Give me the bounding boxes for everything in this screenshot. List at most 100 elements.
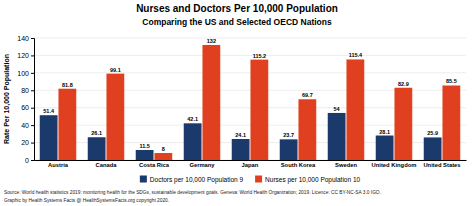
x-tick-label: United Kingdom	[372, 162, 417, 168]
bar	[88, 137, 106, 160]
legend-item: Nurses per 10,000 Population 10	[255, 176, 360, 184]
y-tick: 80	[21, 87, 34, 94]
bar	[424, 137, 442, 160]
y-tick-label: 140	[17, 35, 29, 42]
x-tick-label: Japan	[242, 162, 259, 168]
grid-line	[34, 55, 466, 56]
annotations: Source: World health statistics 2019: mo…	[4, 190, 381, 203]
x-tick-label: Austria	[48, 162, 69, 168]
x-tick-label: Germany	[189, 162, 215, 168]
data-label: 23.7	[283, 132, 294, 138]
data-label: 115.2	[253, 53, 266, 59]
data-label: 24.1	[235, 132, 246, 138]
x-tick-label: Sweden	[335, 162, 357, 168]
data-label: 85.5	[446, 78, 457, 84]
y-tick: 20	[21, 139, 34, 146]
bar	[376, 136, 394, 160]
y-tick: 40	[21, 122, 34, 129]
bars	[40, 45, 461, 160]
data-labels: 51.4 26.1 11.5 42.1 24.1 23.7 54 28.1 25.9 81.8 99…	[43, 38, 456, 152]
y-tick-mark	[31, 143, 34, 144]
data-label: 42.1	[187, 116, 198, 122]
y-tick: 140	[17, 35, 34, 42]
data-label: 11.5	[139, 143, 149, 149]
bar	[184, 123, 202, 160]
bar	[106, 74, 124, 160]
legend-label: Nurses per 10,000 Population 10	[265, 176, 360, 184]
data-label: 51.4	[43, 108, 55, 114]
x-tick: Sweden	[335, 162, 357, 168]
subtitle: Comparing the US and Selected OECD Natio…	[142, 17, 332, 27]
x-tick-label: Costa Rica	[139, 162, 170, 168]
legend-swatch	[255, 176, 262, 183]
y-tick-mark	[31, 55, 34, 56]
x-tick: Austria	[48, 162, 69, 168]
y-tick-mark	[31, 90, 34, 91]
bar	[136, 150, 154, 160]
data-label: 99.1	[110, 67, 121, 73]
bar-series	[58, 45, 460, 160]
x-tick: Canada	[96, 162, 118, 168]
title: Nurses and Doctors Per 10,000 Population	[136, 3, 338, 14]
data-label: 26.1	[91, 130, 102, 136]
grid-line	[34, 72, 466, 73]
x-tick: United States	[423, 162, 460, 168]
y-tick-label: 0	[25, 157, 29, 164]
legend-label: Doctors per 10,000 Population 9	[150, 176, 244, 184]
bar	[442, 85, 460, 160]
x-tick: Germany	[189, 162, 215, 168]
data-label: 8	[162, 146, 165, 152]
bar-series	[40, 113, 442, 160]
x-tick: Costa Rica	[139, 162, 170, 168]
x-tick: United Kingdom	[372, 162, 417, 168]
y-tick-label: 40	[21, 122, 29, 129]
bar	[232, 139, 250, 160]
x-tick-label: United States	[423, 162, 460, 168]
legend: Doctors per 10,000 Population 9 Nurses pe…	[140, 176, 361, 184]
bar	[394, 88, 412, 160]
data-label: 28.1	[379, 129, 390, 135]
chart-container: Nurses and Doctors Per 10,000 Population…	[0, 0, 474, 206]
data-label: 54	[334, 106, 341, 112]
x-axis-line	[35, 160, 467, 161]
y-axis-title: Rate Per 10,000 Population	[3, 54, 11, 144]
y-tick-label: 100	[17, 70, 29, 77]
y-tick: 120	[17, 52, 34, 59]
y-tick: 60	[21, 104, 34, 111]
y-tick-label: 120	[17, 52, 29, 59]
y-tick-mark	[31, 160, 34, 161]
data-label: 81.8	[62, 82, 73, 88]
x-axis: Austria Canada Costa Rica Germany Japan South…	[35, 161, 467, 169]
bar	[40, 115, 58, 160]
legend-swatch	[140, 176, 147, 183]
data-label: 25.9	[427, 130, 438, 136]
grid	[34, 38, 466, 160]
data-label: 82.9	[398, 81, 409, 87]
annotation: Source: World health statistics 2019: mo…	[4, 190, 381, 195]
chart-svg: Nurses and Doctors Per 10,000 Population…	[0, 0, 474, 206]
bar	[328, 113, 346, 160]
bar	[58, 89, 76, 160]
y-tick-mark	[31, 108, 34, 109]
y-tick-label: 20	[21, 139, 29, 146]
annotation: Graphic by Health Systems Facts @ Health…	[4, 198, 169, 203]
bar	[298, 99, 316, 160]
y-axis-line	[31, 39, 35, 161]
data-label: 132	[207, 38, 216, 44]
grid-line	[34, 38, 466, 39]
bar	[202, 45, 220, 160]
x-tick: South Korea	[281, 162, 316, 168]
y-axis: 0 20 40 60 80 100 120 140	[17, 35, 34, 164]
data-label: 69.7	[302, 92, 313, 98]
y-tick-label: 80	[21, 87, 29, 94]
y-tick-mark	[31, 73, 34, 74]
bar	[250, 60, 268, 160]
x-tick-label: South Korea	[281, 162, 316, 168]
y-tick-mark	[31, 125, 34, 126]
x-tick: Japan	[242, 162, 259, 168]
y-tick: 100	[17, 70, 34, 77]
bar	[154, 153, 172, 160]
y-tick-label: 60	[21, 104, 29, 111]
bar	[346, 59, 364, 160]
legend-item: Doctors per 10,000 Population 9	[140, 176, 244, 184]
